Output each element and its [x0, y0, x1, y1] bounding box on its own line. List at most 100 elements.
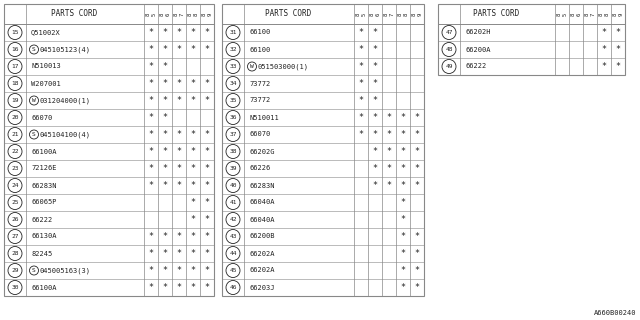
Text: *: * [205, 198, 209, 207]
Text: 20: 20 [12, 115, 19, 120]
Text: 15: 15 [12, 30, 19, 35]
Text: 82245: 82245 [31, 251, 52, 257]
Text: *: * [148, 113, 154, 122]
Bar [4, 4, 214, 296]
Text: *: * [148, 147, 154, 156]
Text: *: * [415, 266, 419, 275]
Text: 21: 21 [12, 132, 19, 137]
Text: *: * [205, 28, 209, 37]
Text: *: * [372, 79, 378, 88]
Text: 46: 46 [229, 285, 237, 290]
Text: 48: 48 [445, 47, 452, 52]
Text: 66130A: 66130A [31, 234, 56, 239]
Text: 66065P: 66065P [31, 199, 56, 205]
Text: 66100: 66100 [249, 46, 270, 52]
Text: 66222: 66222 [465, 63, 486, 69]
Text: W207001: W207001 [31, 81, 61, 86]
Text: 41: 41 [229, 200, 237, 205]
Text: *: * [177, 249, 182, 258]
Text: *: * [191, 45, 195, 54]
Text: 66202G: 66202G [249, 148, 275, 155]
Text: *: * [177, 164, 182, 173]
Text: Q51002X: Q51002X [31, 29, 61, 36]
Text: 66202A: 66202A [249, 268, 275, 274]
Text: *: * [177, 45, 182, 54]
Text: 38: 38 [229, 149, 237, 154]
Text: *: * [163, 96, 168, 105]
Text: *: * [163, 113, 168, 122]
Text: *: * [372, 164, 378, 173]
Text: *: * [358, 62, 364, 71]
Text: 8
6: 8 6 [571, 12, 581, 16]
Text: 8
8: 8 8 [397, 12, 408, 16]
Text: *: * [358, 96, 364, 105]
Text: *: * [205, 232, 209, 241]
Text: 36: 36 [229, 115, 237, 120]
Text: *: * [205, 164, 209, 173]
Text: *: * [205, 96, 209, 105]
Text: 72126E: 72126E [31, 165, 56, 172]
Text: *: * [148, 164, 154, 173]
Text: 37: 37 [229, 132, 237, 137]
Text: 47: 47 [445, 30, 452, 35]
Text: PARTS CORD: PARTS CORD [51, 10, 97, 19]
Text: *: * [372, 62, 378, 71]
Text: 8
5: 8 5 [356, 12, 366, 16]
Text: *: * [616, 45, 621, 54]
Text: *: * [191, 96, 195, 105]
Text: *: * [163, 28, 168, 37]
Text: *: * [177, 130, 182, 139]
Text: *: * [401, 113, 406, 122]
Text: *: * [602, 45, 607, 54]
Text: S: S [32, 132, 36, 137]
Text: 8
6: 8 6 [370, 12, 380, 16]
Text: *: * [616, 28, 621, 37]
Text: 35: 35 [229, 98, 237, 103]
Text: *: * [148, 62, 154, 71]
Text: 31: 31 [229, 30, 237, 35]
Text: *: * [401, 198, 406, 207]
Text: 8
9: 8 9 [202, 12, 212, 16]
Text: 8
9: 8 9 [412, 12, 422, 16]
Text: 66200B: 66200B [249, 234, 275, 239]
Text: *: * [372, 28, 378, 37]
Text: 39: 39 [229, 166, 237, 171]
Text: 66100A: 66100A [31, 284, 56, 291]
Text: *: * [177, 28, 182, 37]
Text: 44: 44 [229, 251, 237, 256]
Text: *: * [415, 232, 419, 241]
Text: 66202A: 66202A [249, 251, 275, 257]
Bar [438, 4, 625, 75]
Text: *: * [358, 45, 364, 54]
Text: *: * [191, 130, 195, 139]
Text: *: * [163, 164, 168, 173]
Text: 66283N: 66283N [31, 182, 56, 188]
Text: *: * [148, 181, 154, 190]
Text: *: * [415, 164, 419, 173]
Text: 045005163(3): 045005163(3) [40, 267, 91, 274]
Text: 66226: 66226 [249, 165, 270, 172]
Text: 40: 40 [229, 183, 237, 188]
Text: 8
5: 8 5 [557, 12, 568, 16]
Text: 32: 32 [229, 47, 237, 52]
Text: 23: 23 [12, 166, 19, 171]
Text: *: * [372, 130, 378, 139]
Text: *: * [401, 181, 406, 190]
Text: *: * [415, 283, 419, 292]
Text: *: * [358, 130, 364, 139]
Text: *: * [358, 113, 364, 122]
Text: 28: 28 [12, 251, 19, 256]
Text: PARTS CORD: PARTS CORD [474, 10, 520, 19]
Text: *: * [205, 283, 209, 292]
Text: *: * [387, 113, 392, 122]
Text: *: * [177, 79, 182, 88]
Text: *: * [163, 130, 168, 139]
Text: 8
7: 8 7 [173, 12, 184, 16]
Text: *: * [372, 113, 378, 122]
Text: *: * [415, 181, 419, 190]
Text: 66200A: 66200A [465, 46, 490, 52]
Text: 8
7: 8 7 [584, 12, 595, 16]
Text: *: * [177, 96, 182, 105]
Text: 66100: 66100 [249, 29, 270, 36]
Text: 8
6: 8 6 [159, 12, 170, 16]
